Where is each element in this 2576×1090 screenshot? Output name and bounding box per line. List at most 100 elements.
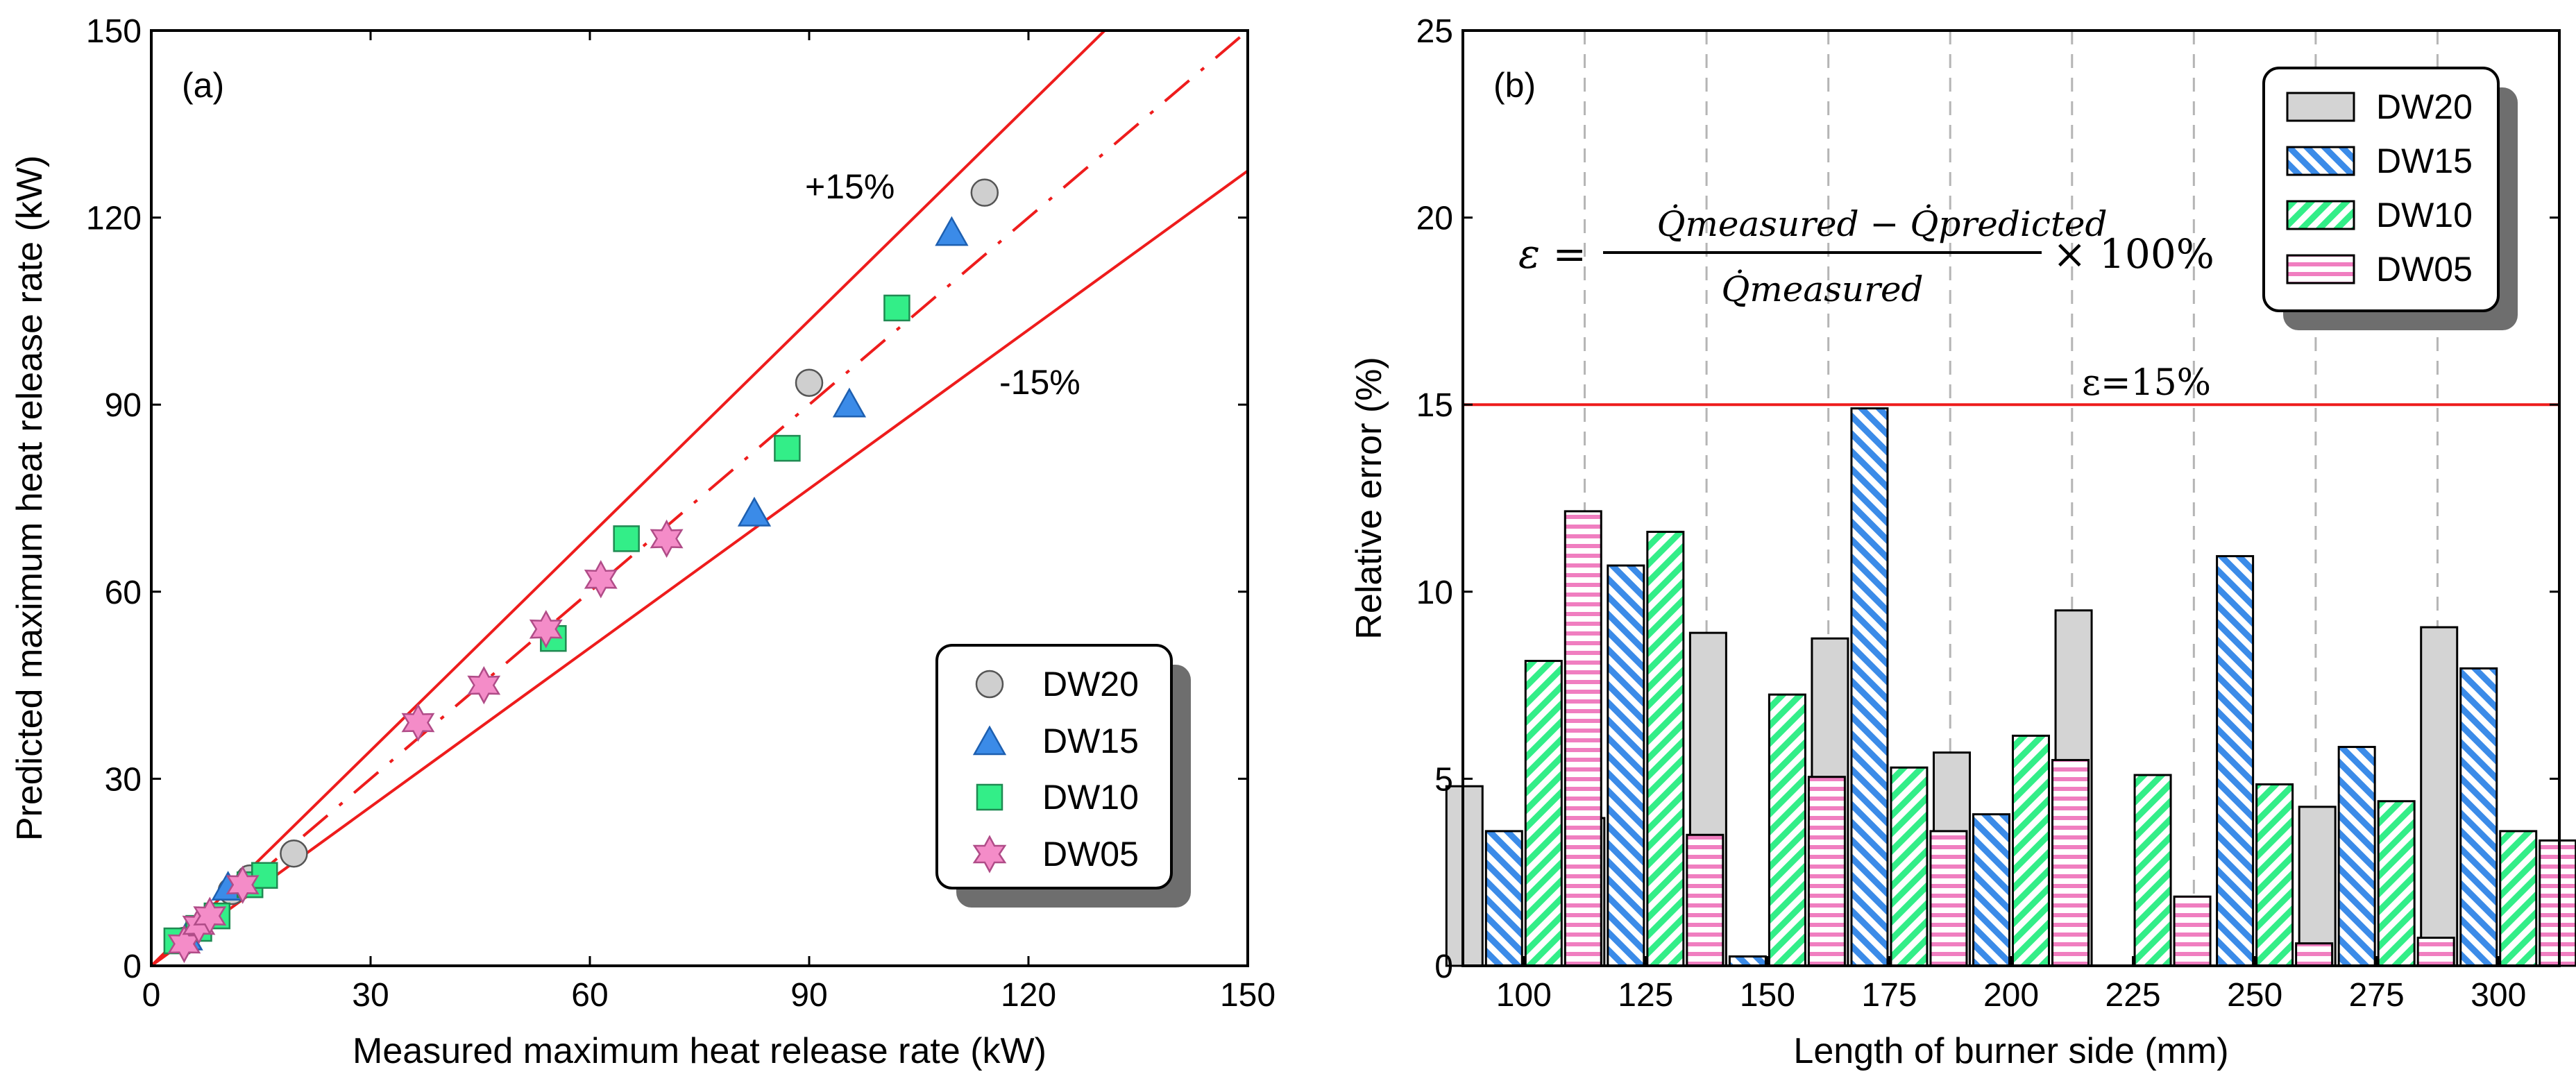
y-axis-label-a: Predicted maximum heat release rate (kW) <box>10 155 50 841</box>
point-dw05 <box>529 610 563 649</box>
point-dw05 <box>401 703 435 742</box>
bar-dw15 <box>1728 955 1767 967</box>
bar-dw20 <box>1445 785 1484 967</box>
point-dw10 <box>883 294 910 322</box>
bar-dw10 <box>2377 800 2416 967</box>
x-tick-label-b: 150 <box>1740 977 1795 1014</box>
x-tick-label-b: 250 <box>2227 977 2282 1014</box>
bar-dw05 <box>2173 895 2212 967</box>
legend-label-dw15: DW15 <box>1042 722 1139 760</box>
y-tick-label-b: 5 <box>1434 761 1453 798</box>
x-tick-label-b: 100 <box>1496 977 1552 1014</box>
y-tick-label-b: 10 <box>1416 574 1453 611</box>
bar-dw10 <box>1768 693 1806 967</box>
bar-dw05 <box>1929 830 1968 967</box>
x-tick-label-b: 200 <box>1983 977 2039 1014</box>
legend-swatch-dw05 <box>2286 254 2355 284</box>
point-dw05 <box>193 896 227 935</box>
bar-dw10 <box>1646 531 1685 967</box>
legend-label-dw15-b: DW15 <box>2376 142 2473 180</box>
bar-dw05 <box>2295 942 2334 967</box>
bar-dw10 <box>2133 774 2172 967</box>
bar-panel: 100 125 150 175 200 225 250 275 300 0 5 10 15 20 25 (b… <box>1349 13 2576 1071</box>
legend-label-dw20: DW20 <box>1042 665 1139 704</box>
x-axis-label-b: Length of burner side (mm) <box>1793 1031 2228 1071</box>
legend-marker-dw20 <box>975 670 1004 699</box>
bar-dw10 <box>2499 830 2538 967</box>
point-dw10 <box>774 434 801 462</box>
x-axis-label-a: Measured maximum heat release rate (kW) <box>353 1031 1046 1071</box>
legend-swatch-dw20 <box>2286 92 2355 122</box>
legend-swatch-dw15 <box>2286 146 2355 176</box>
bar-dw15 <box>2459 667 2498 967</box>
y-tick-label-a: 60 <box>105 574 142 611</box>
point-dw05 <box>226 865 260 904</box>
legend-swatch-dw10 <box>2286 200 2355 230</box>
bar-dw05 <box>1686 833 1725 967</box>
relative-error-formula: ε = Q̇measured − Q̇predicted Q̇measured … <box>1518 203 2214 309</box>
lower-bound-line <box>151 169 1248 966</box>
bar-dw20 <box>2298 806 2337 967</box>
x-tick-label-a: 90 <box>790 977 827 1014</box>
point-dw15 <box>935 216 969 246</box>
x-tick-label-b: 225 <box>2105 977 2161 1014</box>
y-tick-label-b: 15 <box>1416 387 1453 424</box>
x-tick-label-a: 30 <box>352 977 389 1014</box>
threshold-label: ε=15% <box>2082 362 2211 404</box>
legend-marker-dw10 <box>976 783 1003 811</box>
bar-dw10 <box>1890 766 1929 967</box>
x-tick-label-a: 0 <box>142 977 161 1014</box>
x-tick-label-b: 175 <box>1861 977 1917 1014</box>
point-dw20 <box>970 178 999 207</box>
bar-dw05 <box>2051 758 2090 967</box>
y-tick-label-a: 30 <box>105 761 142 798</box>
lower-bound-label: -15% <box>999 363 1081 402</box>
bar-dw15 <box>1850 407 1889 967</box>
x-tick-label-b: 275 <box>2349 977 2405 1014</box>
point-dw20 <box>795 368 824 397</box>
bar-dw05 <box>2539 839 2576 967</box>
x-tick-label-a: 150 <box>1220 977 1276 1014</box>
y-axis-label-b: Relative error (%) <box>1349 357 1389 639</box>
bar-dw10 <box>2255 783 2294 967</box>
bar-dw10 <box>2012 734 2050 967</box>
panel-label-a: (a) <box>182 66 224 105</box>
bar-dw10 <box>1524 660 1563 967</box>
plot-frame-a <box>150 29 1249 967</box>
point-dw05 <box>650 519 684 559</box>
legend-label-dw05-b: DW05 <box>2376 250 2473 289</box>
bar-dw15 <box>1607 564 1645 967</box>
y-tick-label-b: 25 <box>1416 13 1453 50</box>
legend-label-dw20-b: DW20 <box>2376 87 2473 126</box>
formula-lhs: ε = <box>1518 230 1586 278</box>
x-tick-label-b: 300 <box>2471 977 2526 1014</box>
legend-label-dw10-b: DW10 <box>2376 196 2473 235</box>
x-tick-label-a: 60 <box>571 977 608 1014</box>
x-tick-label-a: 120 <box>1001 977 1056 1014</box>
bar-dw05 <box>1807 776 1846 967</box>
y-tick-label-b: 0 <box>1434 948 1453 985</box>
point-dw05 <box>467 665 501 705</box>
bar-dw05 <box>1564 510 1602 967</box>
scatter-panel: 0 30 60 90 120 150 0 30 60 90 120 150 (a) +15% -15%… <box>10 13 1276 1071</box>
bar-dw15 <box>1972 813 2010 967</box>
y-tick-label-b: 20 <box>1416 201 1453 237</box>
legend-marker-dw05 <box>972 835 1007 874</box>
legend-label-dw10: DW10 <box>1042 778 1139 817</box>
point-dw05 <box>584 560 618 599</box>
legend-marker-dw15 <box>972 725 1007 756</box>
formula-numerator: Q̇measured − Q̇predicted <box>1656 203 2107 244</box>
x-tick-label-b: 125 <box>1618 977 1673 1014</box>
panel-label-b: (b) <box>1493 66 1536 105</box>
point-dw20 <box>280 839 308 868</box>
y-tick-label-a: 0 <box>123 948 142 985</box>
y-tick-label-a: 150 <box>86 13 142 50</box>
upper-bound-label: +15% <box>805 167 895 206</box>
bar-dw20 <box>2420 626 2459 967</box>
formula-factor: × 100% <box>2053 230 2214 278</box>
formula-denominator: Q̇measured <box>1721 269 1923 309</box>
point-dw10 <box>613 525 640 552</box>
point-dw15 <box>737 496 772 527</box>
bar-dw05 <box>2416 937 2455 967</box>
